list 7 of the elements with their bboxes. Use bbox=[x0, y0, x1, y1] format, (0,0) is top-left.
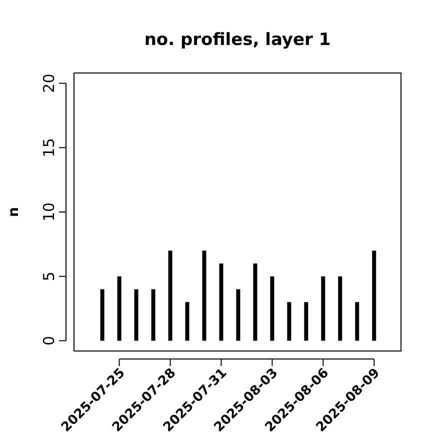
y-tick-label: 5 bbox=[40, 272, 58, 282]
y-tick-label: 0 bbox=[40, 336, 58, 346]
chart-title: no. profiles, layer 1 bbox=[144, 30, 331, 50]
y-axis-title: n bbox=[6, 207, 22, 217]
y-tick-label: 15 bbox=[40, 138, 58, 158]
y-tick-label: 20 bbox=[40, 74, 58, 93]
y-tick-label: 10 bbox=[40, 202, 58, 222]
